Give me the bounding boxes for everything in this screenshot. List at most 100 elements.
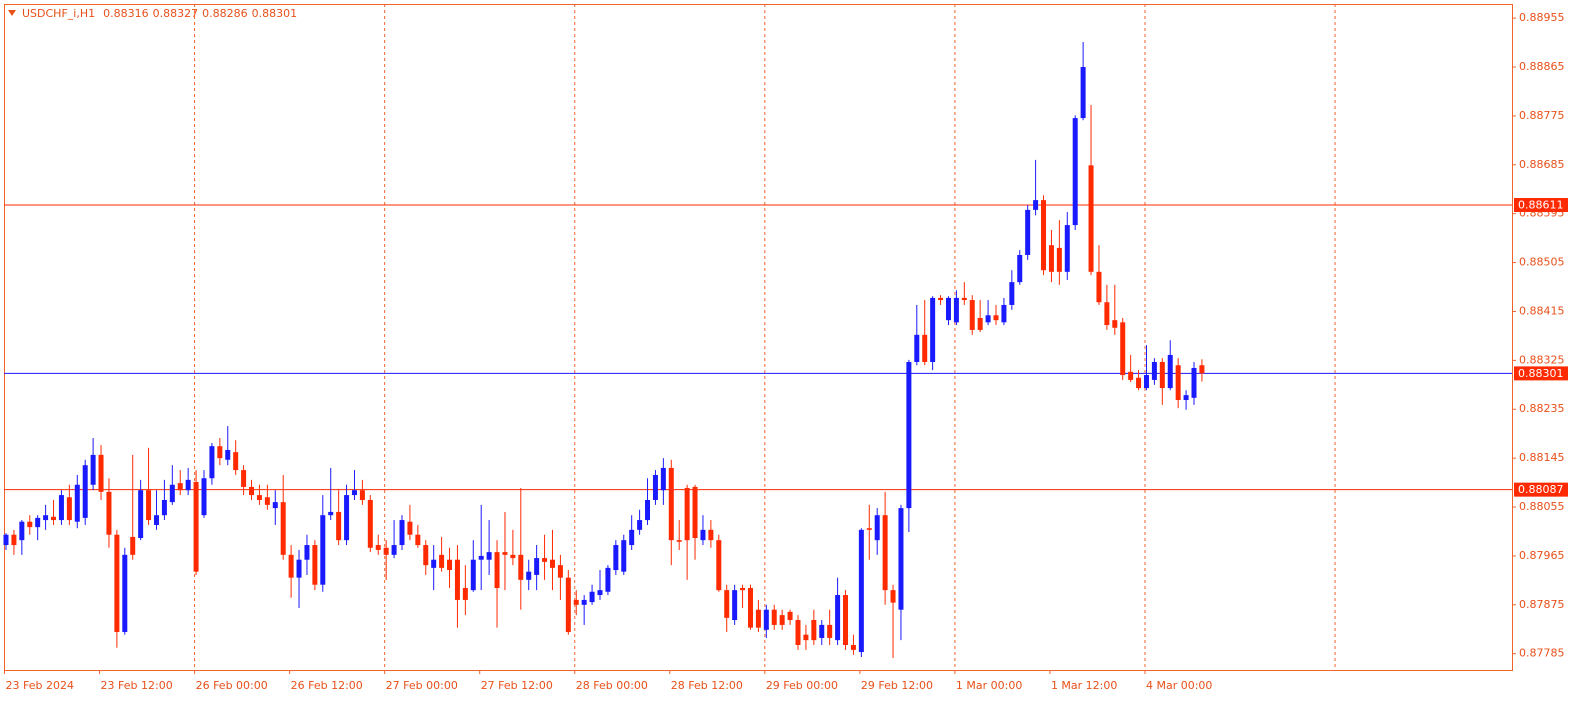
- candle-body: [938, 297, 944, 301]
- candle-body: [486, 552, 492, 560]
- candle-body: [700, 529, 706, 541]
- candle-body: [526, 571, 532, 580]
- candle-body: [1136, 377, 1142, 389]
- candle-body: [494, 552, 500, 588]
- candle-body: [1080, 67, 1086, 119]
- candle-body: [747, 587, 753, 628]
- candle-body: [906, 361, 912, 509]
- candle-body: [35, 517, 41, 528]
- candle-body: [1001, 304, 1007, 323]
- candle-body: [898, 508, 904, 610]
- candle-body: [882, 515, 888, 591]
- candle-body: [90, 454, 96, 485]
- candle-body: [336, 511, 342, 541]
- x-tick-label: 26 Feb 12:00: [291, 679, 363, 692]
- candle-body: [755, 609, 761, 628]
- candle-body: [874, 515, 880, 541]
- candle-body: [763, 609, 769, 630]
- candle-body: [961, 297, 967, 301]
- candle-body: [1191, 367, 1197, 398]
- candle-body: [890, 590, 896, 603]
- candle-body: [344, 495, 350, 541]
- candle-body: [597, 590, 603, 596]
- candle-body: [296, 559, 302, 578]
- candle-body: [359, 490, 365, 500]
- candle-body: [122, 554, 128, 632]
- candle-body: [621, 540, 627, 572]
- candle-body: [985, 315, 991, 323]
- candle-body: [1167, 354, 1173, 389]
- x-tick-label: 26 Feb 00:00: [196, 679, 268, 692]
- x-tick-label: 1 Mar 12:00: [1051, 679, 1117, 692]
- candle-body: [1009, 282, 1015, 305]
- candle-body: [209, 446, 215, 479]
- candle-body: [740, 587, 746, 591]
- y-tick-label: 0.88415: [1519, 304, 1565, 317]
- candle-body: [249, 486, 255, 496]
- candle-body: [1112, 320, 1118, 328]
- candle-body: [1159, 361, 1165, 389]
- x-tick-label: 28 Feb 12:00: [671, 679, 743, 692]
- candle-body: [692, 486, 698, 538]
- candle-body: [724, 590, 730, 618]
- candle-body: [439, 554, 445, 568]
- candle-body: [534, 558, 540, 575]
- x-tick-label: 29 Feb 00:00: [766, 679, 838, 692]
- candle-body: [391, 545, 397, 555]
- candle-body: [557, 565, 563, 578]
- y-tick-label: 0.88235: [1519, 402, 1565, 415]
- candle-body: [581, 599, 587, 605]
- candle-body: [708, 529, 714, 541]
- candle-body: [676, 540, 682, 542]
- candle-body: [106, 491, 112, 535]
- candle-body: [787, 611, 793, 621]
- header-open: 0.88316: [103, 7, 149, 20]
- candle-body: [3, 534, 9, 546]
- candle-body: [565, 577, 571, 632]
- candle-body: [716, 540, 722, 591]
- candle-body: [177, 483, 183, 491]
- y-tick-label: 0.88055: [1519, 500, 1565, 513]
- candle-body: [835, 595, 841, 641]
- candle-body: [589, 591, 595, 603]
- candle-body: [953, 297, 959, 323]
- x-tick-label: 27 Feb 00:00: [386, 679, 458, 692]
- y-tick-label: 0.88145: [1519, 451, 1565, 464]
- header-high: 0.88327: [153, 7, 199, 20]
- candle-body: [518, 554, 524, 580]
- y-tick-label: 0.87875: [1519, 598, 1565, 611]
- candle-body: [930, 297, 936, 362]
- candle-body: [241, 470, 247, 487]
- y-tick-label: 0.88325: [1519, 353, 1565, 366]
- candle-body: [573, 599, 579, 605]
- candle-body: [771, 609, 777, 625]
- candle-body: [811, 620, 817, 641]
- y-tick-label: 0.88775: [1519, 109, 1565, 122]
- candle-body: [27, 521, 33, 528]
- candle-body: [351, 490, 357, 496]
- candle-body: [130, 536, 136, 555]
- candle-body: [668, 467, 674, 541]
- candle-body: [819, 624, 825, 638]
- candle-body: [605, 567, 611, 592]
- candle-body: [803, 634, 809, 641]
- candle-body: [288, 554, 294, 578]
- candle-body: [542, 558, 548, 562]
- candle-body: [431, 559, 437, 568]
- candle-body: [320, 515, 326, 585]
- candle-body: [58, 495, 64, 521]
- candle-body: [169, 484, 175, 503]
- candle-body: [415, 534, 421, 546]
- candle-body: [19, 521, 25, 541]
- candle-body: [407, 521, 413, 535]
- candle-body: [447, 559, 453, 571]
- y-tick-label: 0.87785: [1519, 647, 1565, 660]
- candle-body: [470, 559, 476, 591]
- symbol-title: USDCHF_i,H1: [22, 7, 95, 20]
- candle-body: [1143, 375, 1149, 389]
- candle-body: [1104, 302, 1110, 326]
- candle-body: [779, 615, 785, 625]
- candle-body: [843, 595, 849, 646]
- candle-body: [1128, 371, 1134, 380]
